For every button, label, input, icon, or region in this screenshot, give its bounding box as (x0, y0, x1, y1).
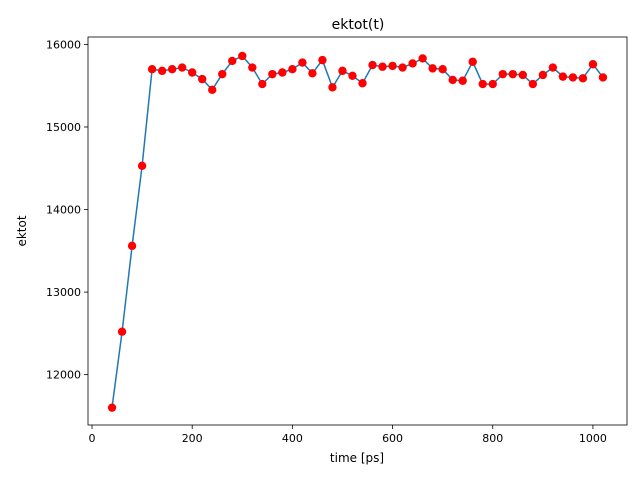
plot-frame (87, 36, 628, 426)
data-point (328, 83, 337, 92)
data-point (568, 73, 578, 82)
data-point (428, 64, 437, 73)
y-tick-label: 15000 (46, 121, 81, 134)
y-axis-label: ektot (15, 215, 29, 246)
data-point (338, 66, 347, 76)
data-point (548, 63, 558, 72)
plot-area (107, 51, 608, 412)
data-point (378, 62, 387, 71)
data-point (368, 60, 377, 70)
data-point (398, 63, 407, 72)
data-point (298, 58, 307, 67)
data-point (248, 63, 257, 72)
data-point (228, 56, 237, 66)
x-tick-label: 600 (382, 432, 403, 445)
data-point (218, 69, 227, 79)
data-point (258, 79, 267, 89)
data-point (187, 68, 197, 77)
data-point (468, 57, 477, 66)
data-point (458, 76, 467, 85)
x-axis: 0 200 400 600 800 1000 (89, 425, 607, 445)
y-tick-label: 13000 (46, 286, 81, 299)
data-point (348, 71, 357, 81)
data-point (448, 75, 457, 85)
data-point (418, 54, 427, 63)
y-tick-label: 12000 (46, 369, 81, 382)
chart-title: ektot(t) (332, 17, 385, 33)
y-axis: 12000 13000 14000 15000 16000 (46, 38, 88, 382)
data-point (208, 85, 217, 95)
data-point (127, 241, 137, 251)
y-tick-label: 16000 (46, 38, 81, 51)
data-point (117, 327, 127, 336)
data-point (318, 55, 327, 65)
y-tick-label: 14000 (46, 204, 81, 217)
data-point (598, 73, 608, 82)
x-tick-label: 0 (89, 432, 96, 445)
data-point (438, 64, 447, 74)
x-tick-label: 800 (482, 432, 503, 445)
data-point (388, 61, 397, 71)
data-point (198, 74, 207, 84)
data-point (238, 51, 247, 61)
x-tick-label: 200 (182, 432, 203, 445)
data-point (358, 79, 367, 88)
data-point (167, 64, 177, 74)
x-axis-label: time [ps] (330, 451, 384, 465)
data-point (278, 68, 287, 77)
x-tick-label: 400 (282, 432, 303, 445)
data-point (528, 79, 538, 89)
data-point (588, 60, 598, 69)
data-point (147, 64, 157, 74)
data-point (288, 64, 297, 74)
data-point (157, 66, 167, 76)
data-point (518, 70, 528, 80)
data-point (578, 74, 588, 83)
data-point (488, 79, 497, 89)
data-point (137, 161, 147, 170)
x-tick-label: 1000 (579, 432, 607, 445)
data-point (107, 403, 117, 412)
data-point (558, 72, 568, 81)
data-point (408, 59, 417, 68)
data-point (538, 70, 548, 80)
data-point (268, 69, 277, 79)
data-point (508, 69, 517, 79)
data-point (177, 63, 187, 72)
data-point (498, 69, 507, 79)
data-point (478, 79, 487, 89)
data-point (308, 69, 317, 78)
